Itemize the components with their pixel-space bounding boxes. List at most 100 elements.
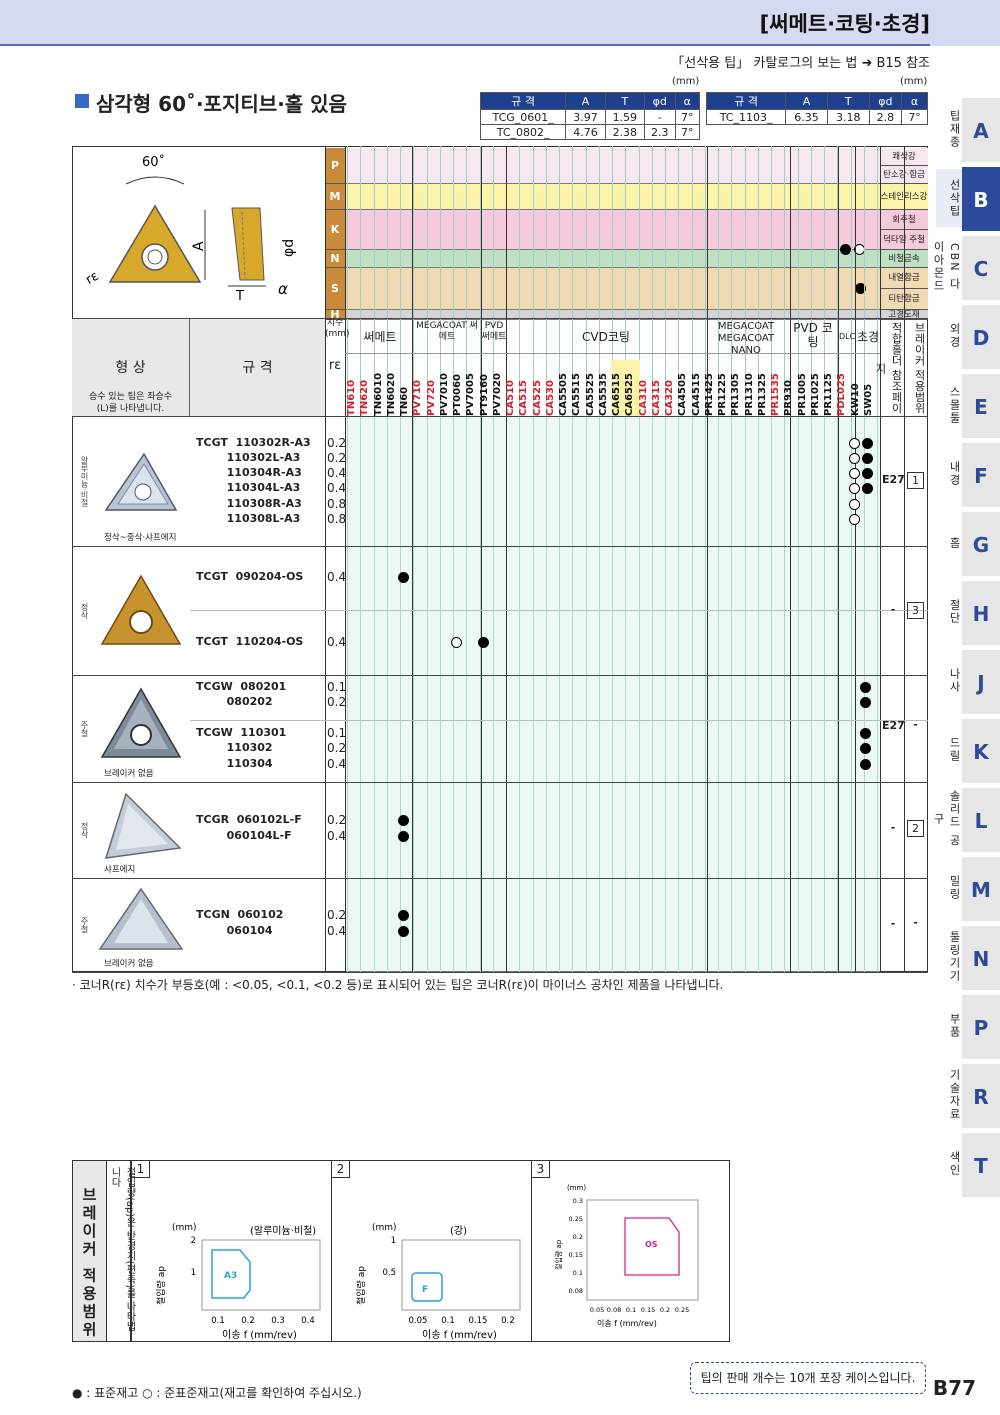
stock-mark xyxy=(848,468,860,479)
y-tick: 2 xyxy=(191,1236,196,1246)
insert-tcgn-icon xyxy=(98,887,184,950)
tab-label[interactable]: 밀링 xyxy=(948,875,961,901)
row-separator xyxy=(72,675,928,676)
chart-unit: (mm) xyxy=(372,1223,397,1233)
x-tick: 0.3 xyxy=(271,1316,285,1326)
group-line xyxy=(790,146,791,972)
spec-col-header: T xyxy=(826,92,870,110)
units-right: (mm) xyxy=(900,76,928,87)
tab-label[interactable]: 기술자료 xyxy=(948,1069,961,1121)
tab-j[interactable]: J xyxy=(962,648,1000,714)
tab-d[interactable]: D xyxy=(962,303,1000,369)
tab-r[interactable]: R xyxy=(962,1062,1000,1128)
insert-code[interactable]: TCGT 110302R-A3 xyxy=(196,436,311,449)
tab-label[interactable]: 드릴 xyxy=(948,737,961,763)
insert-code[interactable]: 110302L-A3 xyxy=(196,451,301,464)
y-tick: 1 xyxy=(191,1268,196,1278)
grid-line xyxy=(360,146,362,972)
breaker-side-note-cell: 절입량(ap)은 반경치(편측)를 나타냅니다 xyxy=(107,1161,135,1341)
tab-label[interactable]: 색인 xyxy=(948,1151,961,1177)
grid-line xyxy=(824,146,825,972)
holder-ref[interactable]: - xyxy=(890,917,896,930)
tab-label[interactable]: 내경 xyxy=(948,461,961,487)
tab-label[interactable]: 솔리드 공구 xyxy=(932,790,961,848)
breaker-panel-title-cell: 브레이커 적용범위 xyxy=(73,1161,107,1341)
tab-label[interactable]: 부품 xyxy=(948,1013,961,1039)
insert-code[interactable]: 110304 xyxy=(196,757,273,770)
insert-code[interactable]: 110308L-A3 xyxy=(196,512,301,525)
tab-label[interactable]: 팁재종 xyxy=(948,109,961,149)
grid-line xyxy=(453,146,454,972)
stock-mark xyxy=(860,743,872,754)
tab-b[interactable]: B xyxy=(962,165,1000,231)
tab-c[interactable]: C xyxy=(962,234,1000,300)
dim-t-label: T xyxy=(235,289,244,304)
tab-label[interactable]: 스몰툴 xyxy=(948,385,961,425)
breaker-ref: 1 xyxy=(907,472,924,489)
grid-line xyxy=(771,146,772,972)
dim-header: 치수 (mm) rε xyxy=(325,318,350,373)
spec-row: TC_1103_ 6.35 3.18 2.8 7° xyxy=(705,109,928,125)
breaker-panel-title: 브레이커 적용범위 xyxy=(80,1187,98,1340)
tab-label[interactable]: 홈 xyxy=(948,536,961,550)
tab-a[interactable]: A xyxy=(962,96,1000,162)
grid-line xyxy=(492,146,494,972)
tab-g[interactable]: G xyxy=(962,510,1000,576)
cvd-header: CVD코팅 xyxy=(582,330,630,344)
insert-code[interactable]: 060104L-F xyxy=(196,829,292,842)
insert-code[interactable]: 060104 xyxy=(196,924,273,937)
insert-code[interactable]: TCGT 110204-OS xyxy=(196,635,304,648)
reference-note[interactable]: 「선삭용 팁」 카탈로그의 보는 법 ➜ B15 참조 xyxy=(671,56,930,71)
tab-p[interactable]: P xyxy=(962,993,1000,1059)
breaker-ref: 3 xyxy=(907,602,924,619)
insert-code[interactable]: TCGR 060102L-F xyxy=(196,813,302,826)
y-tick: 0.3 xyxy=(573,1197,583,1205)
material-mark xyxy=(840,244,851,255)
x-tick: 0.05 xyxy=(409,1316,428,1326)
shape-caption: 브레이커 없음 xyxy=(104,769,154,779)
y-tick: 0.1 xyxy=(573,1269,583,1277)
insert-code[interactable]: 110302 xyxy=(196,741,273,754)
shape-caption: 샤프에지 xyxy=(104,865,136,875)
megacoat-nano-header: MEGACOAT MEGACOAT NANO xyxy=(717,321,775,356)
tab-label[interactable]: 절단 xyxy=(948,599,961,625)
stock-mark xyxy=(860,728,872,739)
insert-code[interactable]: 080202 xyxy=(196,695,273,708)
tab-label[interactable]: CBN 다이아몬드 xyxy=(932,241,961,293)
tab-label[interactable]: 나사 xyxy=(948,668,961,694)
insert-code[interactable]: 110304L-A3 xyxy=(196,481,301,494)
tab-n[interactable]: N xyxy=(962,924,1000,990)
insert-code[interactable]: TCGW 080201 xyxy=(196,680,287,693)
tab-t[interactable]: T xyxy=(962,1131,1000,1197)
stock-mark xyxy=(477,637,489,648)
spec-cell: 1.59 xyxy=(604,109,645,125)
tab-k[interactable]: K xyxy=(962,717,1000,783)
column-line xyxy=(904,146,905,972)
stock-mark xyxy=(860,682,872,693)
holder-ref[interactable]: - xyxy=(890,603,896,616)
tab-f[interactable]: F xyxy=(962,441,1000,507)
pvd-cermet-header: PVD 써메트 xyxy=(481,321,507,342)
row-sub-separator xyxy=(190,720,928,721)
insert-code[interactable]: TCGW 110301 xyxy=(196,726,287,739)
insert-code[interactable]: TCGT 090204-OS xyxy=(196,570,304,583)
tab-label[interactable]: 선삭팁 xyxy=(936,169,962,227)
tab-h[interactable]: H xyxy=(962,579,1000,645)
grid-line xyxy=(386,146,388,972)
corner-radius-label: rε xyxy=(83,269,101,288)
tab-m[interactable]: M xyxy=(962,855,1000,921)
holder-ref[interactable]: E27 xyxy=(882,719,905,732)
chart-unit: (mm) xyxy=(172,1223,197,1233)
tab-label[interactable]: 외경 xyxy=(948,323,961,349)
chart-xlabel: 이송 f (mm/rev) xyxy=(422,1329,497,1340)
corner-radius-value: 0.4 xyxy=(327,635,347,649)
holder-ref[interactable]: - xyxy=(890,821,896,834)
insert-code[interactable]: TCGN 060102 xyxy=(196,908,284,921)
insert-code[interactable]: 110308R-A3 xyxy=(196,497,302,510)
spec-cell: 2.38 xyxy=(604,124,645,140)
tab-l[interactable]: L xyxy=(962,786,1000,852)
tab-e[interactable]: E xyxy=(962,372,1000,438)
holder-ref[interactable]: E27 xyxy=(882,473,905,486)
insert-code[interactable]: 110304R-A3 xyxy=(196,466,302,479)
tab-label[interactable]: 툴링기기 xyxy=(948,931,961,983)
